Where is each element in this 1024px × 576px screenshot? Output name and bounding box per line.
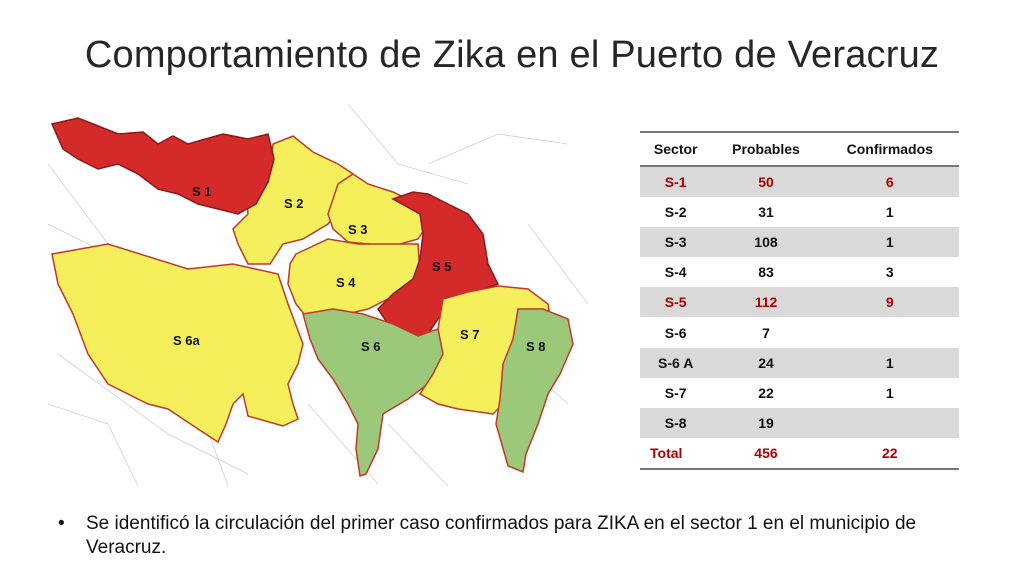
cell-confirmados: 3 — [885, 264, 894, 281]
sector-map: S 1 S 2 S 3 S 4 S 5 S 6a S 6 S 7 S 8 — [48, 104, 588, 486]
cell-confirmados: 1 — [885, 204, 894, 221]
cell-probables: 108 — [711, 227, 821, 258]
sector-s3 — [327, 173, 429, 247]
table-row: S-1 50 6 — [640, 166, 959, 198]
table-row: S-8 19 — [640, 407, 959, 438]
label-s1: S 1 — [192, 184, 212, 199]
total-confirmados: 22 — [820, 437, 959, 470]
sector-s5 — [377, 191, 500, 340]
cell-sector: S-6 — [664, 324, 687, 341]
label-s5: S 5 — [432, 259, 452, 274]
table-row: S-6 7 — [640, 317, 959, 347]
cell-probables: 50 — [711, 166, 821, 198]
bullet-note: • Se identificó la circulación del prime… — [58, 512, 958, 560]
cell-sector: S-1 — [640, 166, 712, 198]
label-s4: S 4 — [336, 275, 356, 290]
header-sector: Sector — [640, 131, 712, 167]
sector-s1 — [50, 117, 275, 215]
sector-s6a — [51, 243, 304, 444]
cell-sector: S-6 A — [640, 347, 712, 378]
cell-sector: S-7 — [664, 384, 687, 401]
table-row: S-6 A 24 1 — [640, 347, 959, 378]
label-s3: S 3 — [348, 222, 368, 237]
table-row: S-2 31 1 — [640, 197, 959, 227]
table-total-row: Total 456 22 — [640, 437, 959, 470]
cell-sector: S-4 — [664, 264, 687, 281]
table-row: S-5 112 9 — [640, 287, 959, 318]
header-probables: Probables — [711, 131, 821, 167]
cell-confirmados — [820, 407, 959, 438]
cell-probables: 19 — [711, 407, 821, 438]
cases-table: Sector Probables Confirmados S-1 50 6 S-… — [640, 131, 959, 470]
slide-title: Comportamiento de Zika en el Puerto de V… — [84, 34, 940, 76]
total-probables: 456 — [711, 437, 821, 470]
cell-confirmados — [821, 317, 959, 347]
table-row: S-4 83 3 — [640, 257, 959, 287]
cell-sector: S-3 — [640, 227, 712, 258]
bullet-icon: • — [58, 513, 65, 534]
table-header-row: Sector Probables Confirmados — [640, 131, 959, 167]
header-confirmados: Confirmados — [820, 131, 959, 167]
cell-probables: 83 — [758, 264, 774, 281]
total-label: Total — [640, 437, 712, 470]
cell-probables: 7 — [762, 324, 770, 341]
table-row: S-7 22 1 — [640, 378, 959, 408]
label-s2: S 2 — [284, 196, 304, 211]
label-s7: S 7 — [460, 327, 480, 342]
cell-probables: 112 — [711, 287, 821, 318]
cell-sector: S-5 — [640, 287, 712, 318]
label-s6a: S 6a — [173, 333, 201, 348]
cell-confirmados: 1 — [885, 384, 894, 401]
cell-sector: S-2 — [664, 204, 687, 221]
sector-s6 — [302, 308, 449, 477]
cell-probables: 24 — [711, 347, 821, 378]
label-s6: S 6 — [361, 339, 381, 354]
table-row: S-3 108 1 — [640, 227, 959, 258]
cell-confirmados: 1 — [820, 347, 959, 378]
map-svg: S 1 S 2 S 3 S 4 S 5 S 6a S 6 S 7 S 8 — [48, 104, 588, 486]
label-s8: S 8 — [526, 339, 546, 354]
cell-sector: S-8 — [640, 407, 712, 438]
sector-s2 — [232, 135, 354, 265]
cell-probables: 22 — [758, 384, 774, 401]
cell-confirmados: 6 — [820, 166, 959, 198]
cell-probables: 31 — [758, 204, 774, 221]
sector-s8 — [495, 308, 574, 474]
cell-confirmados: 9 — [820, 287, 959, 318]
note-text: Se identificó la circulación del primer … — [86, 513, 917, 558]
cell-confirmados: 1 — [820, 227, 959, 258]
